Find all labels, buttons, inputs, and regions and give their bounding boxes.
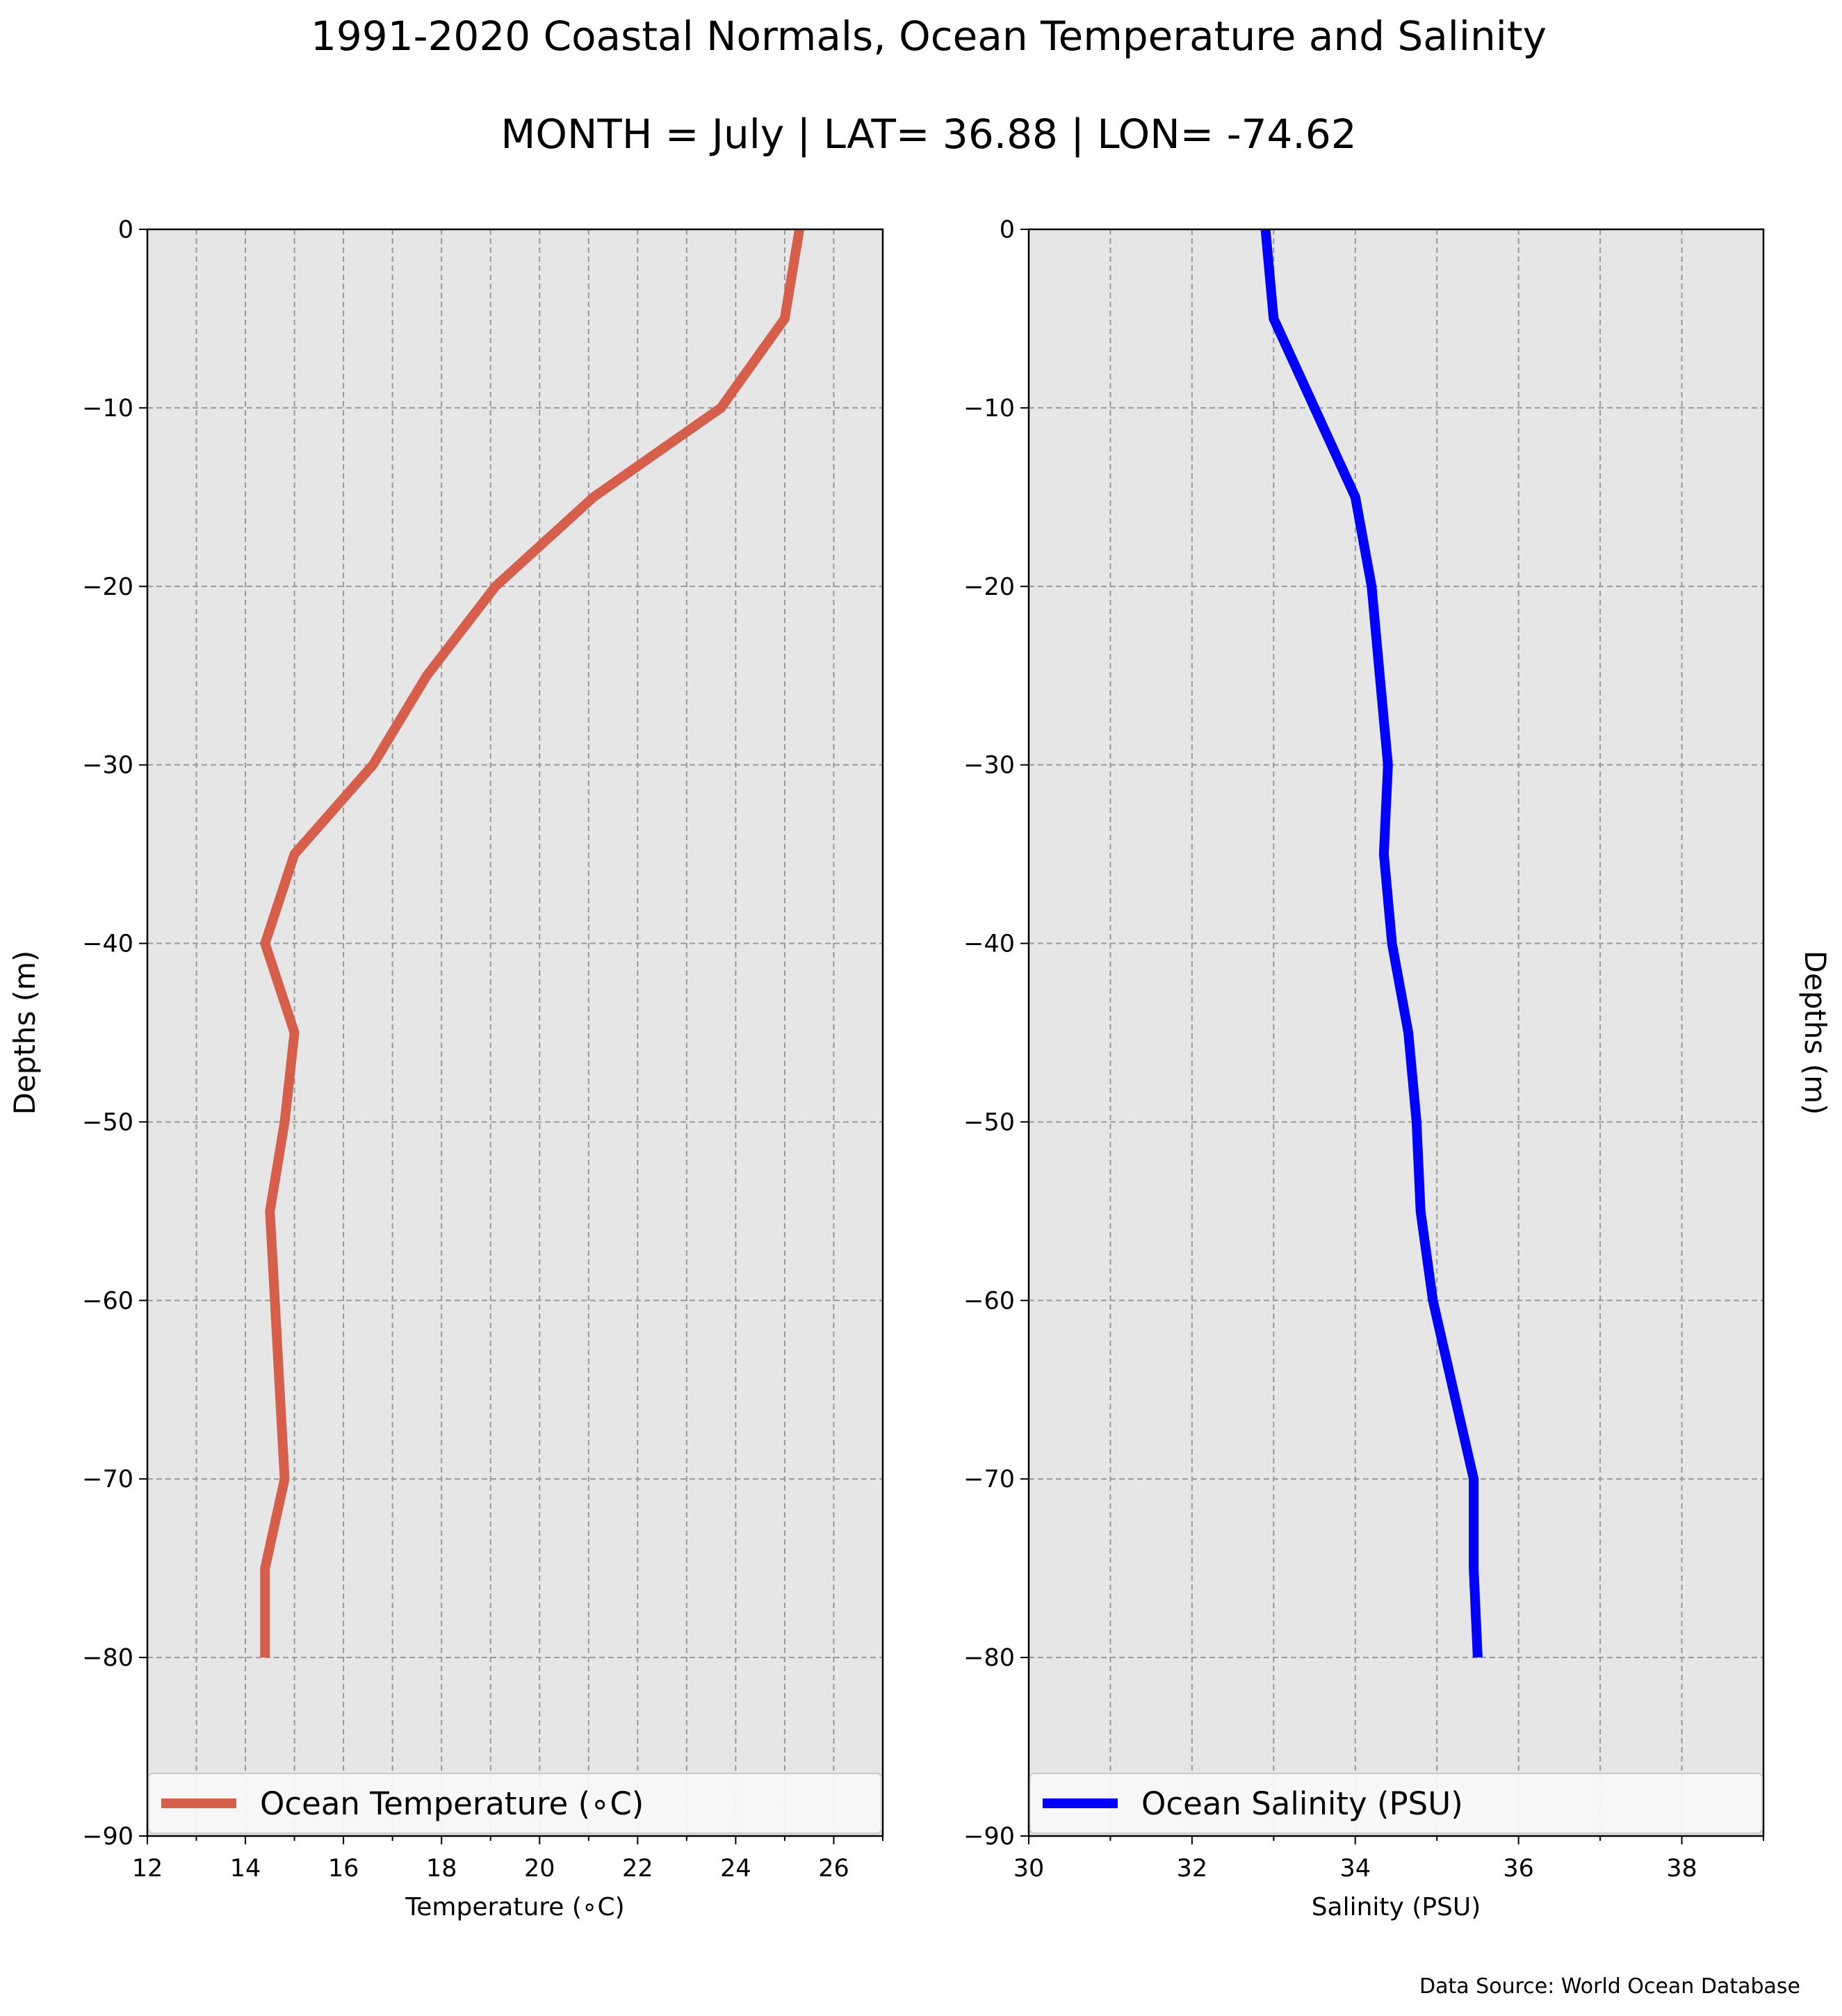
chart-subtitle: MONTH = July | LAT= 36.88 | LON= -74.62 — [500, 110, 1356, 158]
legend-label: Ocean Temperature (∘C) — [260, 1785, 644, 1822]
x-tick-label: 36 — [1503, 1855, 1534, 1883]
legend: Ocean Temperature (∘C) — [148, 1773, 882, 1834]
x-tick-label: 32 — [1177, 1855, 1208, 1883]
chart-title: 1991-2020 Coastal Normals, Ocean Tempera… — [311, 13, 1547, 60]
legend-box — [1029, 1773, 1763, 1834]
y-tick-label: −40 — [963, 931, 1015, 958]
y-tick-label: −20 — [963, 573, 1015, 601]
x-tick-label: 30 — [1013, 1855, 1045, 1883]
y-tick-label: −20 — [82, 573, 133, 601]
legend-box — [148, 1773, 882, 1834]
y-tick-label: −90 — [963, 1823, 1015, 1851]
y-tick-label: −70 — [82, 1466, 133, 1493]
axes-frame — [1027, 228, 1765, 1837]
legend: Ocean Salinity (PSU) — [1029, 1773, 1763, 1834]
x-tick-label: 26 — [818, 1855, 849, 1883]
x-tick-label: 20 — [524, 1855, 555, 1883]
data-source-note: Data Source: World Ocean Database — [1419, 1974, 1800, 1999]
x-tick-label: 18 — [426, 1855, 457, 1883]
y-tick-label: −80 — [963, 1644, 1015, 1672]
y-tick-label: −80 — [82, 1644, 133, 1672]
plot-area — [1029, 229, 1763, 1836]
y-tick-label: −10 — [82, 395, 133, 423]
y-axis-label: Depths (m) — [1798, 951, 1832, 1115]
x-axis-label: Salinity (PSU) — [1312, 1893, 1481, 1921]
axes-frame — [146, 228, 884, 1837]
y-tick-label: −60 — [82, 1287, 133, 1315]
y-axis-label: Depths (m) — [8, 951, 42, 1115]
x-tick-label: 34 — [1340, 1855, 1371, 1883]
y-tick-label: −50 — [963, 1108, 1015, 1136]
y-tick-label: −70 — [963, 1466, 1015, 1493]
temperature-panel: 12 14 16 18 20 22 24 26 0 −10 −20 −30 −40 −50 −60 −70 −8… — [8, 216, 884, 1921]
series-line — [259, 228, 805, 1658]
y-tick-label: −90 — [82, 1823, 133, 1851]
x-tick-label: 38 — [1666, 1855, 1697, 1883]
y-tick-label: −30 — [963, 752, 1015, 780]
x-tick-label: 14 — [230, 1855, 261, 1883]
y-tick-label: −10 — [963, 395, 1015, 423]
series-line — [1260, 229, 1483, 1658]
x-tick-label: 22 — [622, 1855, 653, 1883]
x-tick-label: 16 — [328, 1855, 359, 1883]
y-tick-label: 0 — [1000, 216, 1015, 244]
salinity-panel: 30 32 34 36 38 0 −10 −20 −30 −40 −50 −60 −70 −80 −90 Sa… — [963, 216, 1832, 1921]
x-tick-label: 24 — [720, 1855, 751, 1883]
y-tick-label: −50 — [82, 1108, 133, 1136]
x-axis-label: Temperature (∘C) — [405, 1893, 624, 1921]
y-tick-label: −30 — [82, 752, 133, 780]
y-tick-label: 0 — [118, 216, 133, 244]
plot-area — [147, 229, 883, 1836]
y-tick-label: −60 — [963, 1287, 1015, 1315]
legend-label: Ocean Salinity (PSU) — [1141, 1785, 1463, 1822]
y-tick-label: −40 — [82, 931, 133, 958]
x-tick-label: 12 — [132, 1855, 163, 1883]
